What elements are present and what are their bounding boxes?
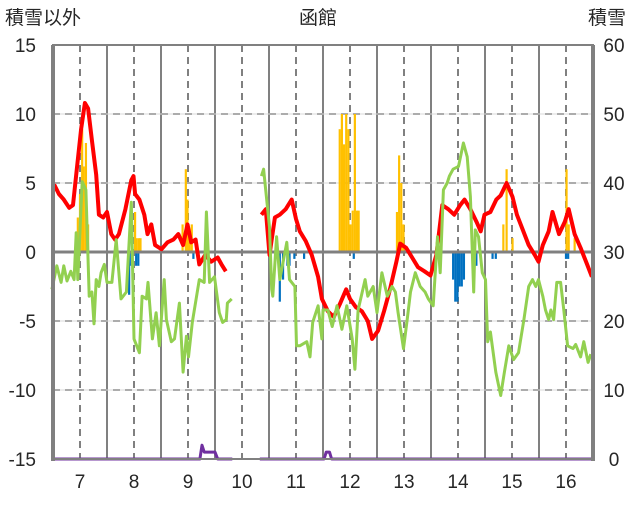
positive-bar [567, 224, 570, 252]
y2-tick-label: 0 [609, 450, 620, 471]
positive-bar [135, 238, 138, 252]
y-tick-label: -5 [19, 312, 36, 333]
positive-bar [133, 211, 137, 252]
negative-bar [192, 252, 195, 259]
x-tick-label: 10 [231, 472, 252, 493]
right-axis-label: 積雪 [588, 7, 626, 29]
negative-bar [293, 252, 296, 259]
positive-bar [349, 224, 352, 252]
positive-bar [502, 224, 505, 252]
x-tick-label: 8 [129, 472, 140, 493]
axes-frame [51, 44, 595, 461]
negative-bar [137, 252, 140, 266]
negative-bar [303, 252, 306, 259]
x-tick-label: 9 [183, 472, 194, 493]
positive-bar [400, 183, 403, 252]
chart-title: 函館 [299, 7, 337, 29]
x-tick-label: 14 [447, 472, 469, 493]
negative-bar [491, 252, 494, 259]
x-tick-label: 15 [501, 472, 522, 493]
green-line [259, 141, 593, 397]
x-tick-label: 16 [555, 472, 576, 493]
x-tick-label: 7 [75, 472, 86, 493]
y-tick-label: -10 [9, 381, 36, 402]
y2-tick-label: 40 [603, 174, 624, 195]
negative-bar [475, 252, 478, 266]
negative-bar [135, 252, 138, 266]
snow-depth [259, 450, 593, 461]
y-tick-label: 0 [25, 243, 36, 264]
red-line [259, 181, 594, 341]
positive-bar [395, 211, 399, 252]
y-tick-label: 5 [25, 174, 36, 195]
positive-bar [340, 114, 343, 252]
positive-bar [342, 144, 346, 252]
green-line [50, 180, 233, 374]
y-tick-label: 15 [15, 36, 36, 57]
positive-bar [355, 210, 359, 252]
positive-bar [76, 217, 79, 252]
negative-bar [352, 252, 355, 259]
x-tick-label: 11 [286, 472, 306, 493]
negative-bar [454, 252, 457, 302]
positive-bar [353, 114, 356, 252]
positive-bar [398, 155, 401, 252]
positive-bar [188, 235, 191, 252]
y2-tick-label: 60 [603, 36, 624, 57]
negative-bar [494, 252, 497, 259]
x-tick-label: 13 [393, 472, 414, 493]
positive-bar [357, 210, 360, 252]
positive-bar [347, 129, 350, 252]
positive-bar [351, 210, 354, 252]
negative-bar [564, 252, 568, 259]
y-tick-label: 10 [15, 105, 36, 126]
negative-bar [462, 252, 466, 280]
y2-tick-label: 50 [603, 105, 624, 126]
y2-tick-label: 20 [603, 312, 624, 333]
positive-bar [184, 169, 187, 252]
negative-bar [128, 252, 131, 295]
positive-bar [573, 238, 576, 252]
y-tick-label: -15 [9, 450, 36, 471]
positive-bar [139, 238, 142, 252]
negative-bar [288, 252, 291, 266]
tick-labels: 7 8 9 10 11 12 13 14 15 16151050-5-10-15605040302… [9, 36, 625, 493]
positive-bar [345, 114, 348, 252]
y2-tick-label: 10 [603, 381, 624, 402]
positive-bar [338, 129, 341, 252]
left-axis-label: 積雪以外 [5, 7, 81, 29]
positive-bar [511, 238, 514, 252]
negative-bar [452, 252, 455, 280]
bars [75, 114, 576, 302]
positive-bar [137, 238, 140, 252]
negative-bar [567, 252, 570, 259]
y2-tick-label: 30 [603, 243, 624, 264]
x-tick-label: 12 [339, 472, 360, 493]
positive-bar [82, 166, 85, 252]
red-line [52, 101, 228, 273]
negative-bar [458, 252, 461, 287]
positive-bar [402, 224, 405, 252]
negative-bar [456, 252, 459, 302]
negative-bar [460, 252, 463, 287]
positive-bar [505, 169, 508, 252]
